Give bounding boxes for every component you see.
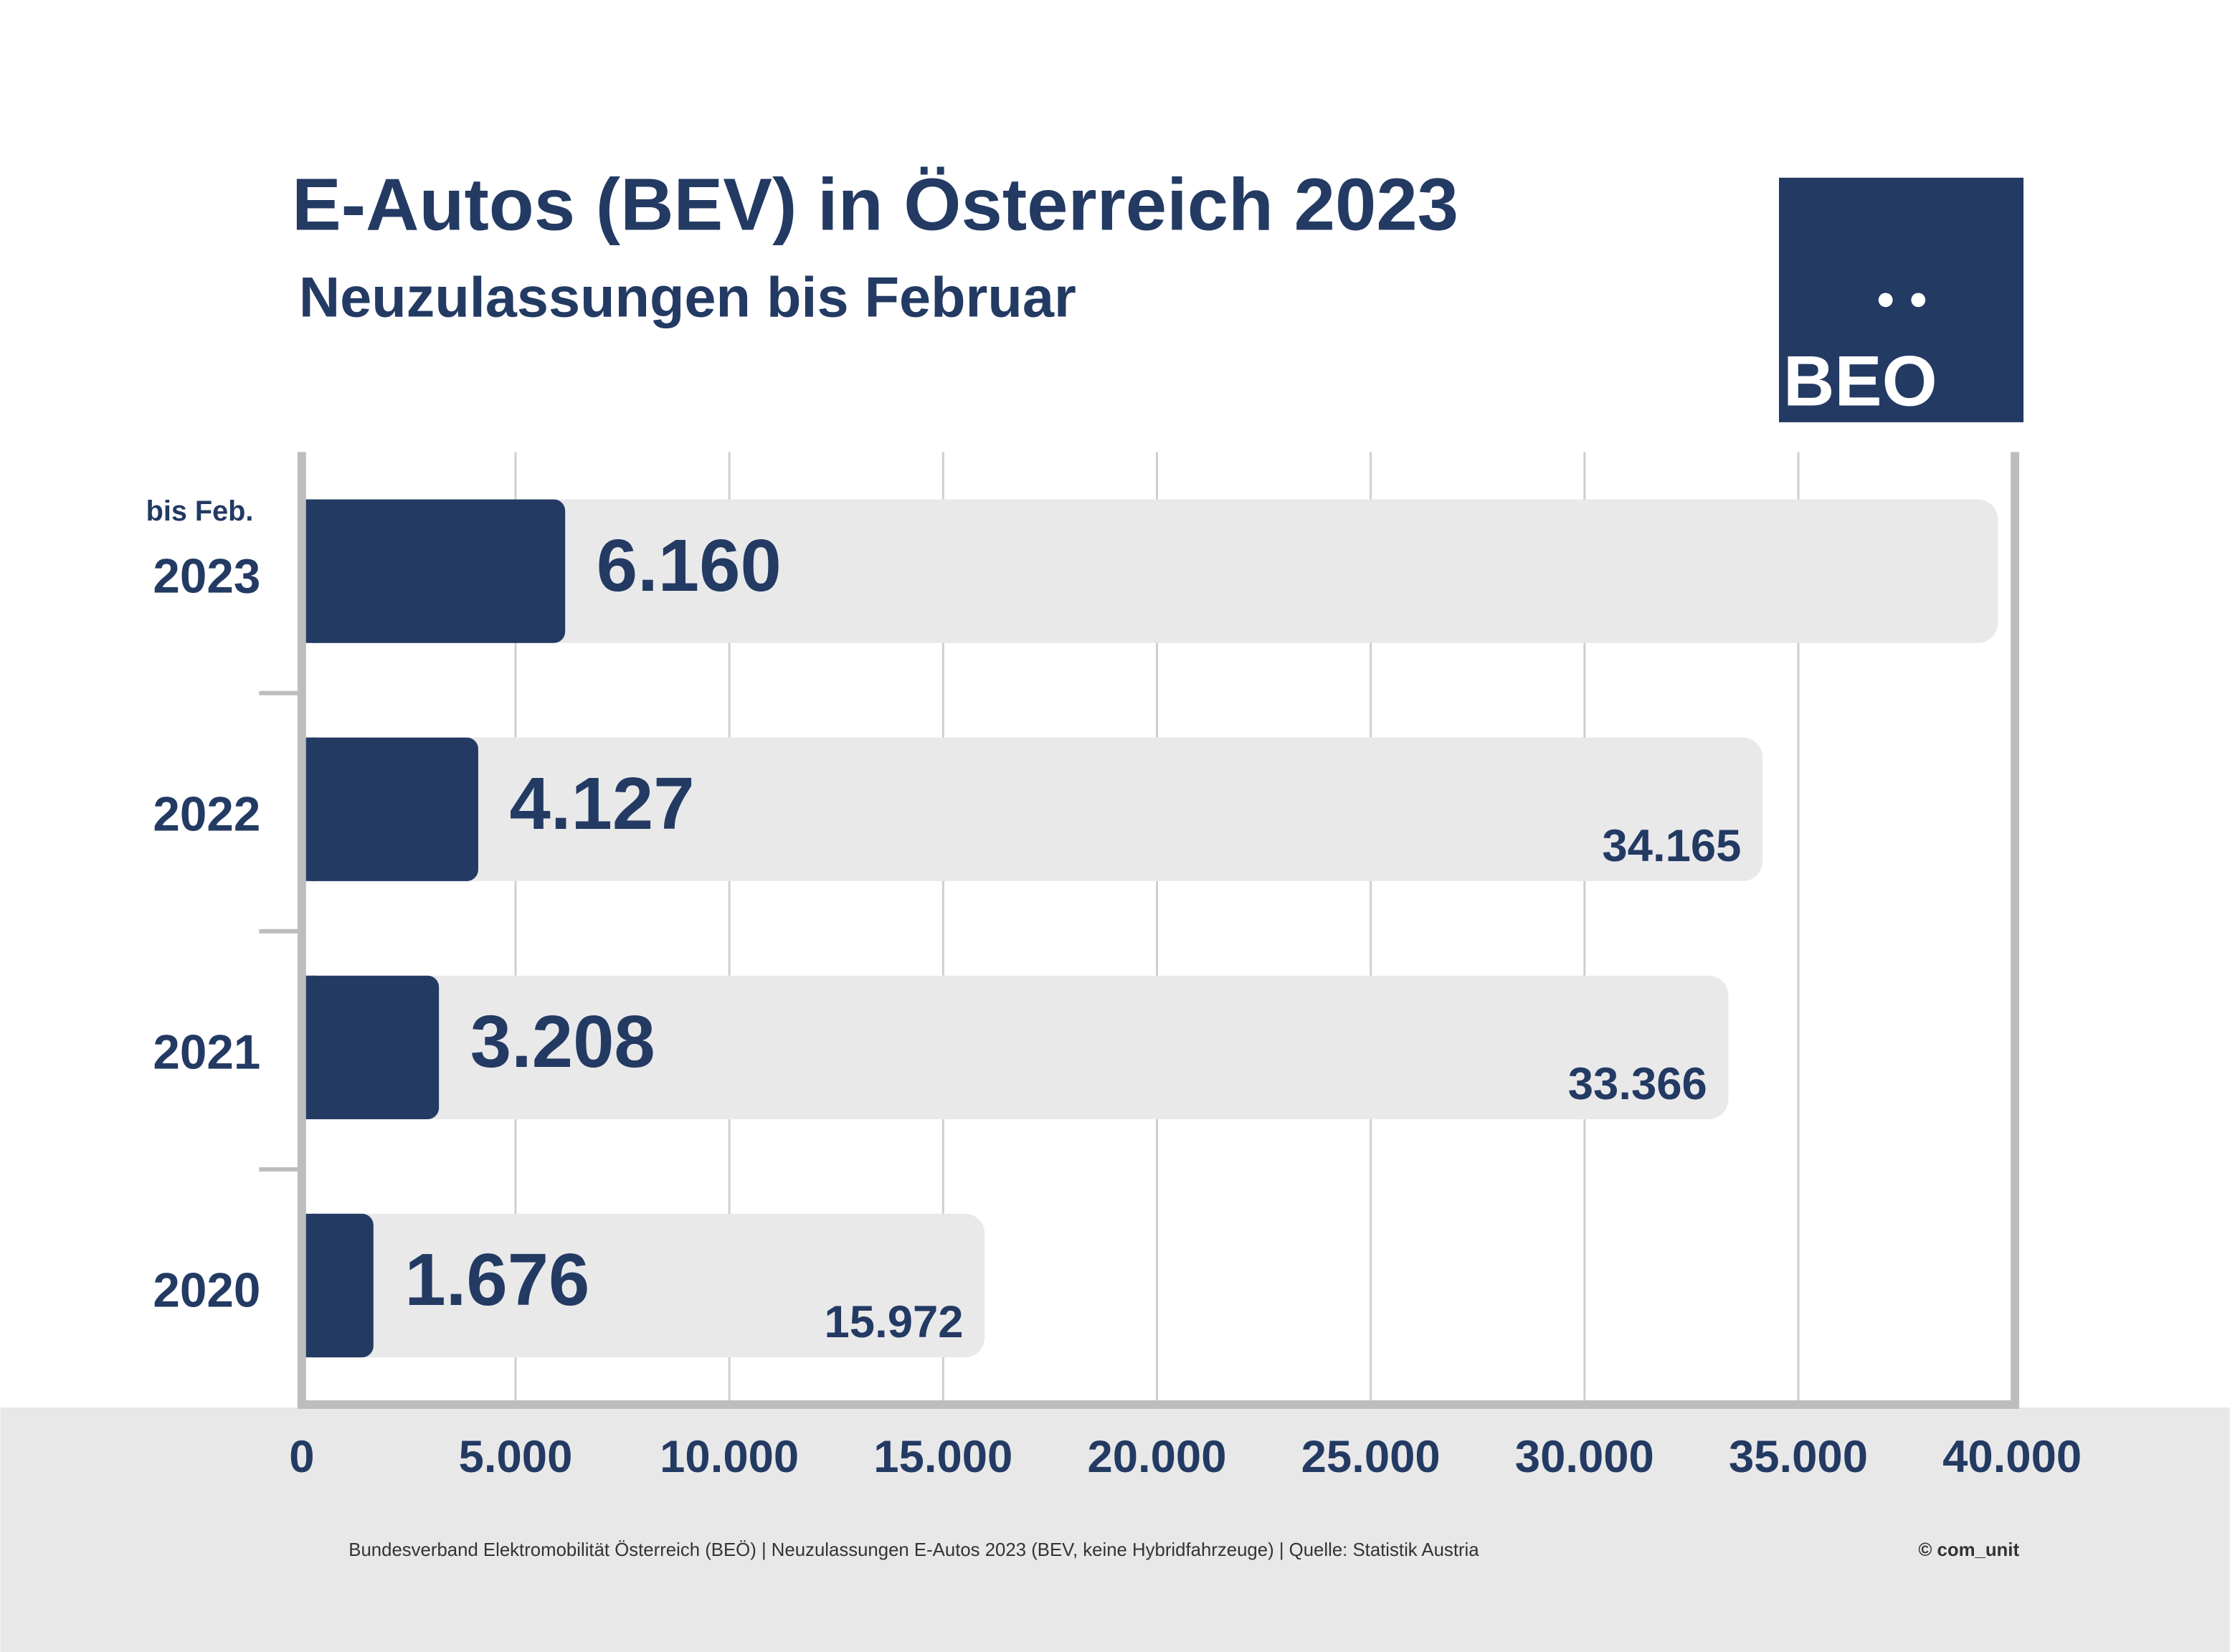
logo-dot bbox=[1911, 293, 1926, 308]
x-tick-label: 15.000 bbox=[873, 1432, 1012, 1482]
footer-note: Bundesverband Elektromobilität Österreic… bbox=[348, 1540, 1479, 1560]
x-tick-label: 5.000 bbox=[459, 1432, 573, 1482]
copyright: © com_unit bbox=[1918, 1540, 2019, 1560]
total-bar bbox=[301, 737, 1763, 881]
total-bar bbox=[301, 1213, 985, 1358]
total-label: 15.972 bbox=[825, 1297, 964, 1347]
logo-dot bbox=[1878, 293, 1893, 308]
x-tick-label: 30.000 bbox=[1515, 1432, 1654, 1482]
bar bbox=[301, 975, 440, 1119]
annotation: bis Feb. bbox=[146, 495, 254, 527]
chart-title: E-Autos (BEV) in Österreich 2023 bbox=[292, 163, 1458, 246]
logo-box bbox=[1778, 177, 2024, 422]
value-label: 4.127 bbox=[510, 762, 695, 845]
logo-text: BEO bbox=[1783, 342, 1937, 422]
value-label: 3.208 bbox=[470, 1000, 655, 1083]
x-tick-label: 40.000 bbox=[1942, 1432, 2082, 1482]
bar bbox=[301, 1213, 374, 1358]
footer-band bbox=[0, 1407, 2230, 1652]
x-tick-label: 20.000 bbox=[1087, 1432, 1226, 1482]
total-bar bbox=[301, 975, 1729, 1119]
x-tick-label: 35.000 bbox=[1729, 1432, 1868, 1482]
bar-track bbox=[301, 499, 1998, 643]
bar bbox=[301, 737, 478, 881]
y-tick-label: 2021 bbox=[153, 1026, 260, 1080]
total-label: 33.366 bbox=[1568, 1059, 1707, 1109]
y-tick-label: 2020 bbox=[153, 1264, 260, 1318]
y-tick-label: 2023 bbox=[153, 549, 260, 603]
x-tick-label: 10.000 bbox=[660, 1432, 799, 1482]
x-tick-label: 25.000 bbox=[1301, 1432, 1441, 1482]
bar bbox=[301, 499, 566, 643]
chart-subtitle: Neuzulassungen bis Februar bbox=[299, 265, 1076, 328]
y-tick-label: 2022 bbox=[153, 787, 260, 841]
value-label: 6.160 bbox=[597, 524, 782, 607]
value-label: 1.676 bbox=[404, 1238, 589, 1321]
total-label: 34.165 bbox=[1602, 821, 1741, 871]
x-tick-label: 0 bbox=[289, 1432, 314, 1482]
